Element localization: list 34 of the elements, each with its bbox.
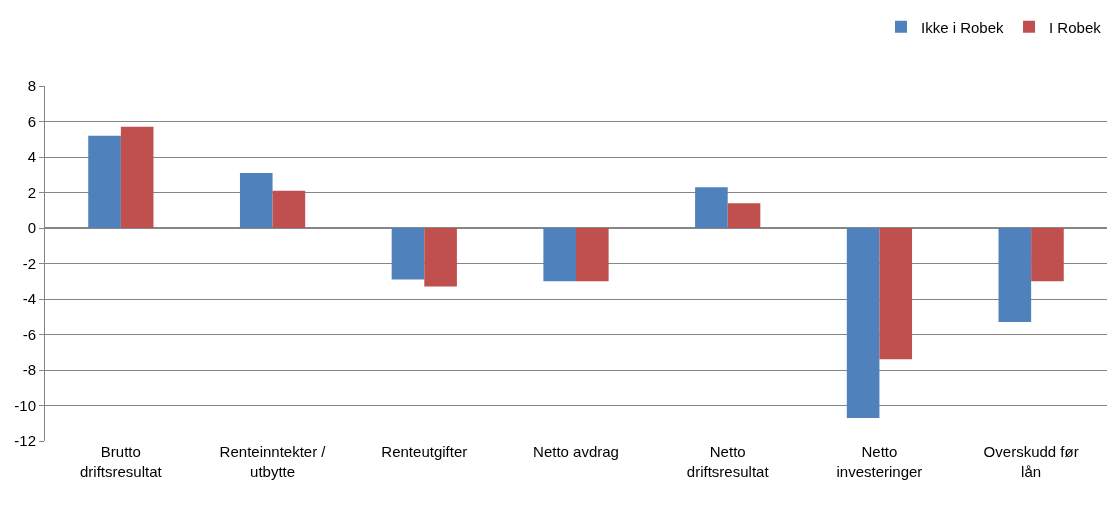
bar xyxy=(391,228,425,280)
bar xyxy=(846,228,880,418)
bar xyxy=(879,228,913,360)
x-tick-label: Renteinntekter / utbytte xyxy=(219,443,327,480)
x-tick-label: Netto investeringer xyxy=(836,443,923,480)
x-tick-label: Netto avdrag xyxy=(533,443,619,460)
bar xyxy=(1031,228,1064,282)
bar xyxy=(88,135,121,228)
y-tick-label: 8 xyxy=(27,77,36,95)
bar xyxy=(576,228,609,282)
y-tick-label: -2 xyxy=(22,254,36,272)
bar xyxy=(272,190,306,228)
bar xyxy=(120,126,154,228)
y-tick-label: -6 xyxy=(22,325,36,343)
x-tick-label: Netto driftsresultat xyxy=(686,443,770,480)
bar xyxy=(239,172,273,228)
x-tick-label: Brutto driftsresultat xyxy=(80,443,163,480)
bar xyxy=(727,203,761,228)
y-tick-label: 0 xyxy=(27,219,36,237)
y-tick-label: -12 xyxy=(14,432,36,450)
bar xyxy=(695,187,728,228)
bar xyxy=(543,228,576,282)
y-tick-label: 6 xyxy=(27,112,36,130)
bar xyxy=(424,228,457,287)
x-tick-label: Overskudd før lån xyxy=(983,443,1079,480)
y-tick-label: -8 xyxy=(22,361,36,379)
y-tick-label: -10 xyxy=(14,396,36,414)
y-tick-label: 4 xyxy=(27,148,36,166)
y-tick-label: 2 xyxy=(27,183,36,201)
y-tick-label: -4 xyxy=(22,290,36,308)
legend-label: I Robek xyxy=(1049,18,1102,36)
x-tick-label: Renteutgifter xyxy=(381,443,468,460)
bar xyxy=(998,228,1032,323)
legend-label: Ikke i Robek xyxy=(921,18,1005,36)
